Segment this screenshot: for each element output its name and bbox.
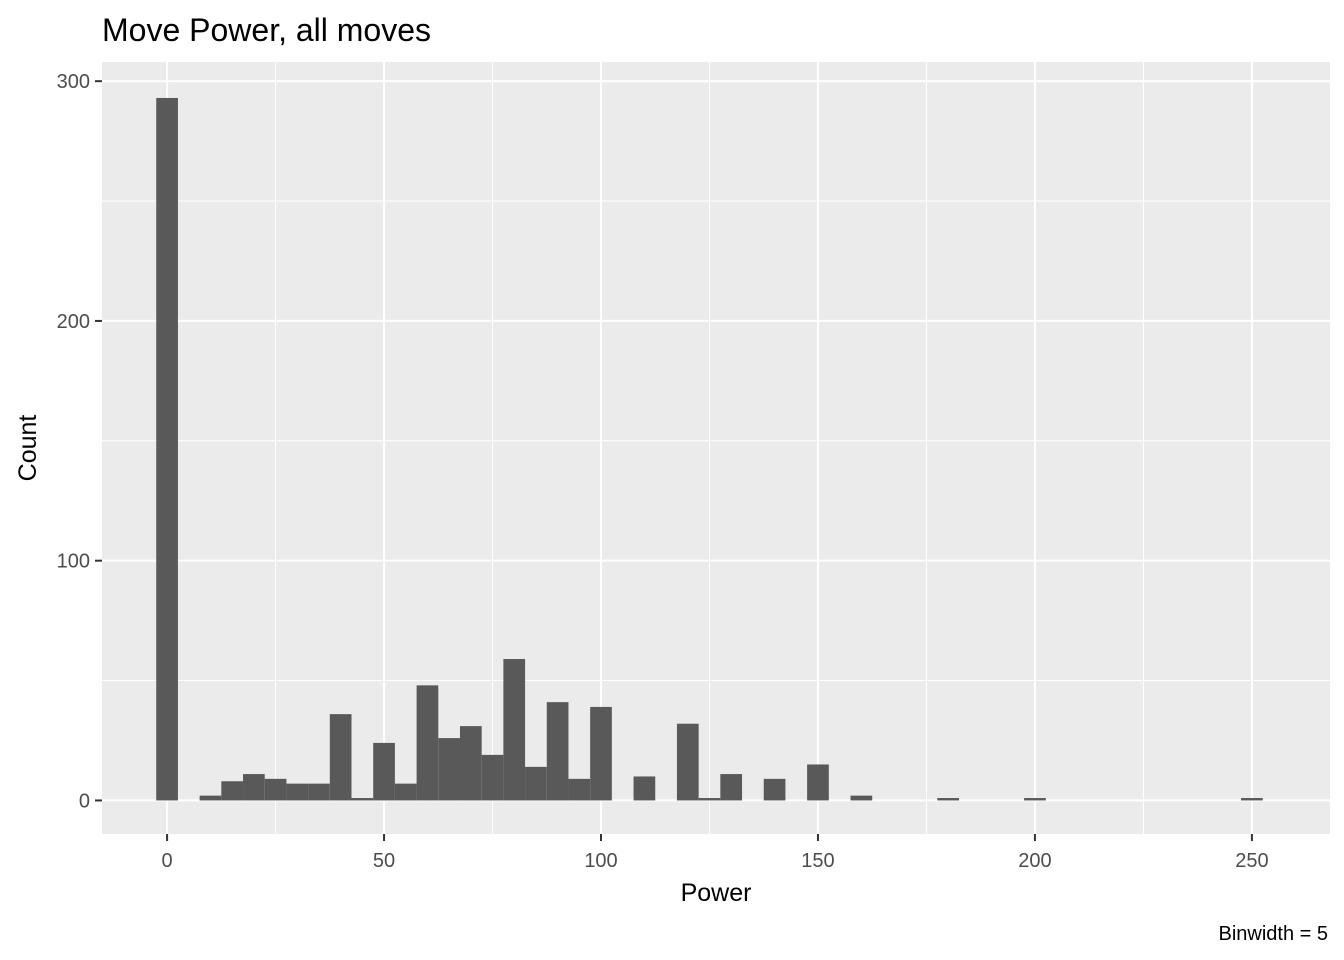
histogram-bar [199,795,222,801]
histogram-bar [590,706,612,801]
histogram-bar [503,658,526,801]
histogram-bar [351,798,374,801]
histogram-bar [546,702,569,801]
histogram-bar [698,798,721,801]
histogram-bar [156,97,178,801]
histogram-bar [329,714,352,801]
histogram-bar [807,764,829,801]
histogram-bar [416,685,439,801]
histogram-bar [286,783,309,801]
histogram-bar [676,723,699,801]
histogram-bar [568,778,591,801]
histogram-bar [720,774,743,801]
histogram-bar [308,783,330,801]
histogram-bar [438,738,460,801]
x-axis: 0 50 100 150 200 250 [162,834,1269,872]
minor-gridlines [102,62,1330,834]
x-tick-label: 150 [801,850,834,872]
histogram-bar [633,776,656,801]
major-gridlines [102,62,1330,834]
y-tick-label: 100 [57,551,90,573]
histogram-bar [525,766,547,801]
histogram-bar [373,742,395,801]
y-tick-label: 300 [57,71,90,93]
binwidth-caption: Binwidth = 5 [1218,923,1328,945]
histogram-bar [459,726,482,801]
histogram-bar [243,774,265,801]
x-tick-label: 0 [162,850,173,872]
x-tick-label: 200 [1018,850,1051,872]
x-tick-label: 100 [584,850,617,872]
histogram-bar [481,754,504,801]
x-axis-title: Power [681,879,752,907]
histogram-bar [937,798,959,801]
y-axis-title: Count [14,415,42,482]
histogram-bar [394,783,417,801]
y-tick-label: 0 [79,790,90,812]
x-tick-label: 250 [1235,850,1268,872]
histogram-bars [156,97,1263,801]
histogram-bar [221,781,244,801]
histogram-bar [264,778,287,801]
histogram-bar [763,778,786,801]
histogram-bar [1024,798,1046,801]
plot-panel [102,62,1330,834]
x-tick-label: 50 [373,850,395,872]
chart-title: Move Power, all moves [102,12,431,48]
histogram-bar [1241,798,1263,801]
histogram-bar [850,795,873,801]
y-tick-label: 200 [57,311,90,333]
y-axis: 0 100 200 300 [57,71,102,812]
